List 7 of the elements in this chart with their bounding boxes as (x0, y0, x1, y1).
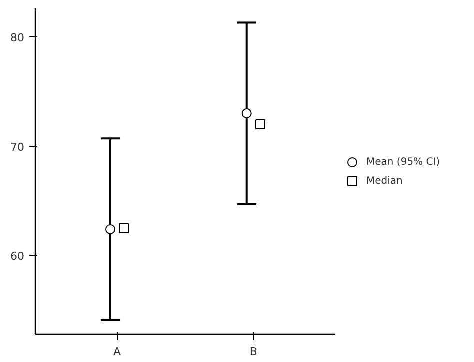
y-tick-label: 70 (10, 140, 25, 154)
y-tick-label: 80 (10, 31, 25, 44)
legend-label: Median (366, 176, 403, 187)
x-tick-label: A (114, 346, 122, 358)
y-tick-label: 60 (10, 250, 25, 264)
x-tick-label: B (250, 346, 258, 358)
legend-label: Mean (95% CI) (366, 156, 440, 168)
